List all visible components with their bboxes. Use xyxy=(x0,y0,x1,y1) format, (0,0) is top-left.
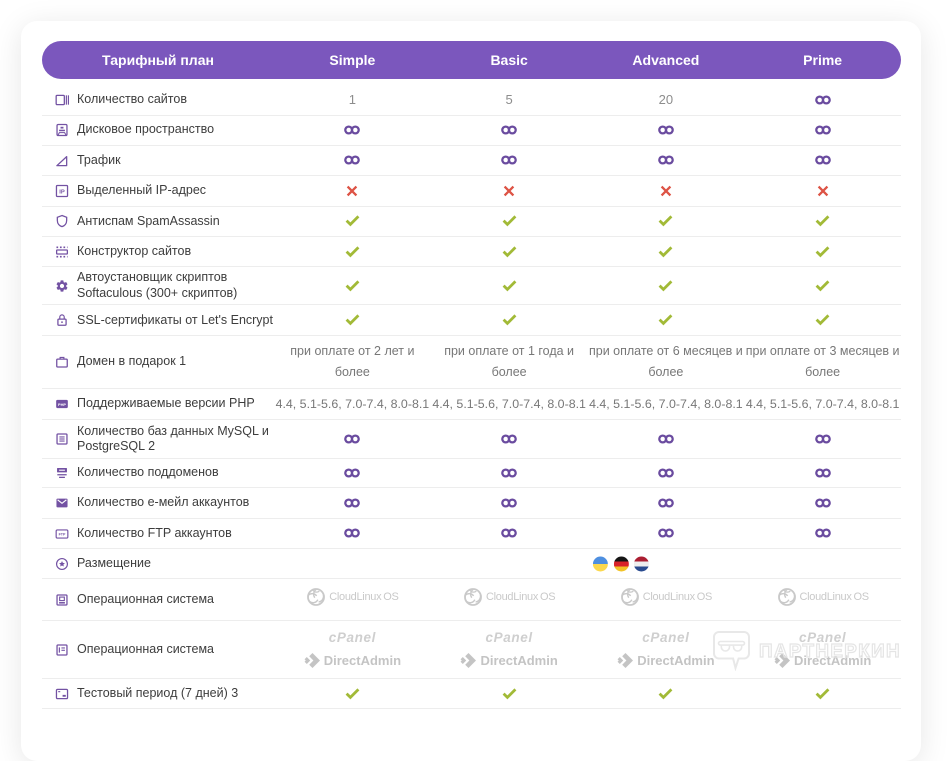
svg-text:PHP: PHP xyxy=(58,403,66,407)
svg-text:IP: IP xyxy=(59,189,65,195)
svg-text:FTP: FTP xyxy=(59,532,66,536)
